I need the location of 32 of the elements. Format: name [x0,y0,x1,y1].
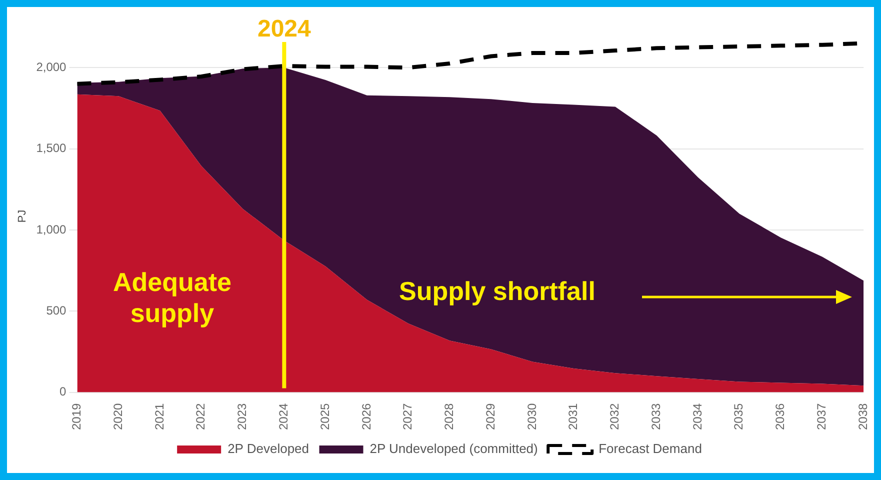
annotation: Supply shortfall [398,276,596,308]
legend-label: Forecast Demand [598,441,702,456]
ref-line-label: 2024 [257,16,312,43]
x-tick-label: 2027 [400,402,415,430]
x-tick-label: 2036 [773,402,788,430]
y-tick-label: 2,000 [36,60,67,74]
x-tick-label: 2034 [690,402,704,430]
x-tick-label: 2029 [483,402,498,430]
x-tick-label: 2033 [648,402,663,430]
y-tick-label: 1,000 [36,222,67,236]
x-tick-label: 2026 [359,402,374,430]
x-tick-label: 2028 [442,402,456,430]
x-tick-label: 2019 [70,402,84,430]
x-tick-label: 2022 [194,402,208,430]
y-tick-label: 1,500 [36,141,67,156]
x-tick-label: 2020 [110,402,125,430]
legend-label: 2P Undeveloped (committed) [370,441,538,456]
annotation: Adequate supply [112,267,232,330]
x-tick-label: 2032 [608,402,622,430]
x-tick-label: 2021 [152,402,166,430]
x-tick-label: 2030 [524,402,539,430]
y-tick-label: 500 [46,303,67,318]
x-tick-label: 2037 [814,402,829,430]
y-tick-label: 0 [60,384,67,399]
y-axis-title: PJ [16,210,29,223]
x-tick-label: 2025 [318,402,332,430]
x-tick-label: 2023 [235,402,250,430]
x-tick-label: 2035 [732,402,746,430]
legend-label: 2P Developed [228,441,310,456]
x-tick-label: 2031 [566,402,580,430]
x-tick-label: 2038 [856,402,870,430]
x-tick-label: 2024 [276,402,290,430]
